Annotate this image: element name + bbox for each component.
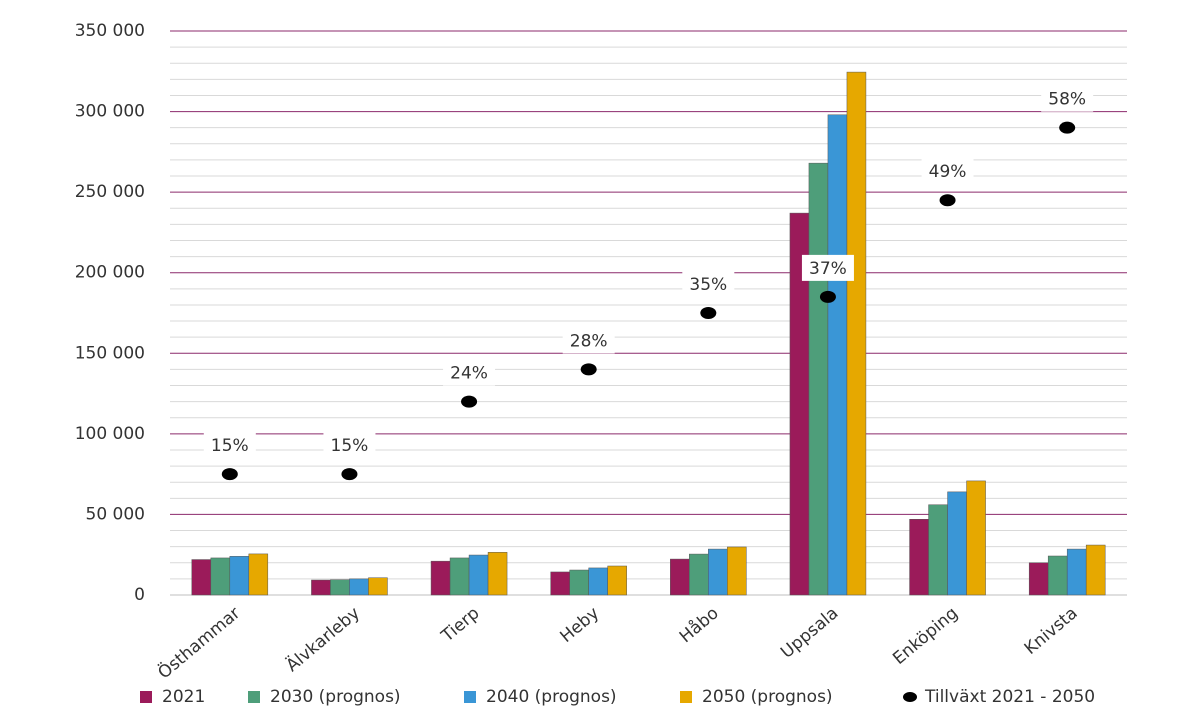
x-tick-label: Enköping: [889, 603, 962, 669]
legend-label: 2030 (prognos): [270, 687, 401, 707]
bar: [846, 71, 867, 596]
growth-dot: [461, 395, 478, 408]
bar: [191, 559, 212, 596]
x-tick-label: Uppsala: [777, 603, 842, 662]
bar: [430, 560, 451, 596]
bar: [368, 577, 388, 596]
y-tick-label: 100 000: [75, 424, 145, 444]
x-tick-label: Heby: [556, 603, 603, 647]
bar: [607, 565, 627, 596]
label-bg: [1041, 85, 1094, 112]
bar: [689, 553, 709, 596]
y-tick-label: 0: [134, 585, 145, 605]
label-bg: [921, 158, 974, 185]
label-bg: [203, 432, 256, 459]
bar: [449, 557, 470, 596]
data-label: 15%: [211, 436, 249, 456]
bar: [808, 162, 829, 596]
bar: [947, 491, 967, 596]
y-tick-label: 300 000: [75, 102, 145, 122]
legend-swatch: [248, 691, 260, 703]
bar: [349, 578, 369, 596]
data-label: 24%: [450, 364, 488, 384]
growth-dot: [221, 468, 238, 481]
growth-dot: [1059, 121, 1076, 134]
bar: [248, 553, 269, 596]
data-label: 28%: [570, 331, 608, 351]
bar: [210, 557, 231, 596]
y-tick-label: 150 000: [75, 343, 145, 363]
bar: [1066, 548, 1087, 596]
label-bg: [562, 327, 615, 354]
growth-dot: [700, 307, 717, 319]
bar: [928, 504, 948, 596]
legend-label: 2040 (prognos): [486, 687, 617, 707]
bar: [550, 571, 570, 596]
legend-swatch: [680, 691, 692, 703]
bar: [670, 558, 690, 596]
x-tick-label: Tierp: [437, 603, 483, 646]
data-label: 58%: [1048, 90, 1086, 110]
legend-label: 2021: [162, 687, 205, 707]
data-label: 37%: [809, 259, 847, 279]
y-tick-label: 50 000: [86, 504, 145, 524]
y-tick-label: 250 000: [75, 182, 145, 202]
bar: [827, 114, 848, 596]
data-label: 49%: [929, 162, 967, 182]
bar: [708, 548, 728, 596]
label-bg: [443, 359, 496, 386]
bar: [1047, 555, 1068, 596]
legend-label: 2050 (prognos): [702, 687, 833, 707]
legend-label: Tillväxt 2021 - 2050: [924, 687, 1095, 707]
growth-dot: [939, 194, 956, 207]
label-bg: [801, 254, 854, 281]
x-tick-label: Knivsta: [1021, 603, 1082, 659]
x-tick-label: Östhammar: [153, 602, 244, 684]
bar: [569, 569, 589, 596]
bar: [966, 480, 986, 596]
y-tick-label: 350 000: [75, 21, 145, 41]
legend-swatch: [464, 691, 476, 703]
growth-dot: [819, 290, 836, 303]
bar: [468, 554, 489, 596]
x-tick-label: Håbo: [675, 603, 723, 648]
data-label: 15%: [331, 436, 369, 456]
bar: [909, 519, 929, 596]
bar: [1085, 544, 1106, 596]
bar: [330, 579, 350, 596]
legend-swatch: [140, 691, 152, 703]
label-bg: [323, 432, 376, 459]
growth-dot: [580, 363, 597, 376]
y-tick-label: 200 000: [75, 263, 145, 283]
bar: [487, 552, 508, 596]
bar: [229, 556, 250, 596]
bar: [1028, 562, 1049, 596]
x-tick-label: Älvkarleby: [282, 603, 364, 677]
data-label: 35%: [689, 275, 727, 295]
label-bg: [682, 271, 735, 297]
legend-marker: [903, 692, 917, 702]
bar: [727, 546, 747, 596]
bar: [311, 579, 331, 596]
growth-dot: [341, 468, 358, 481]
bar: [588, 567, 608, 596]
